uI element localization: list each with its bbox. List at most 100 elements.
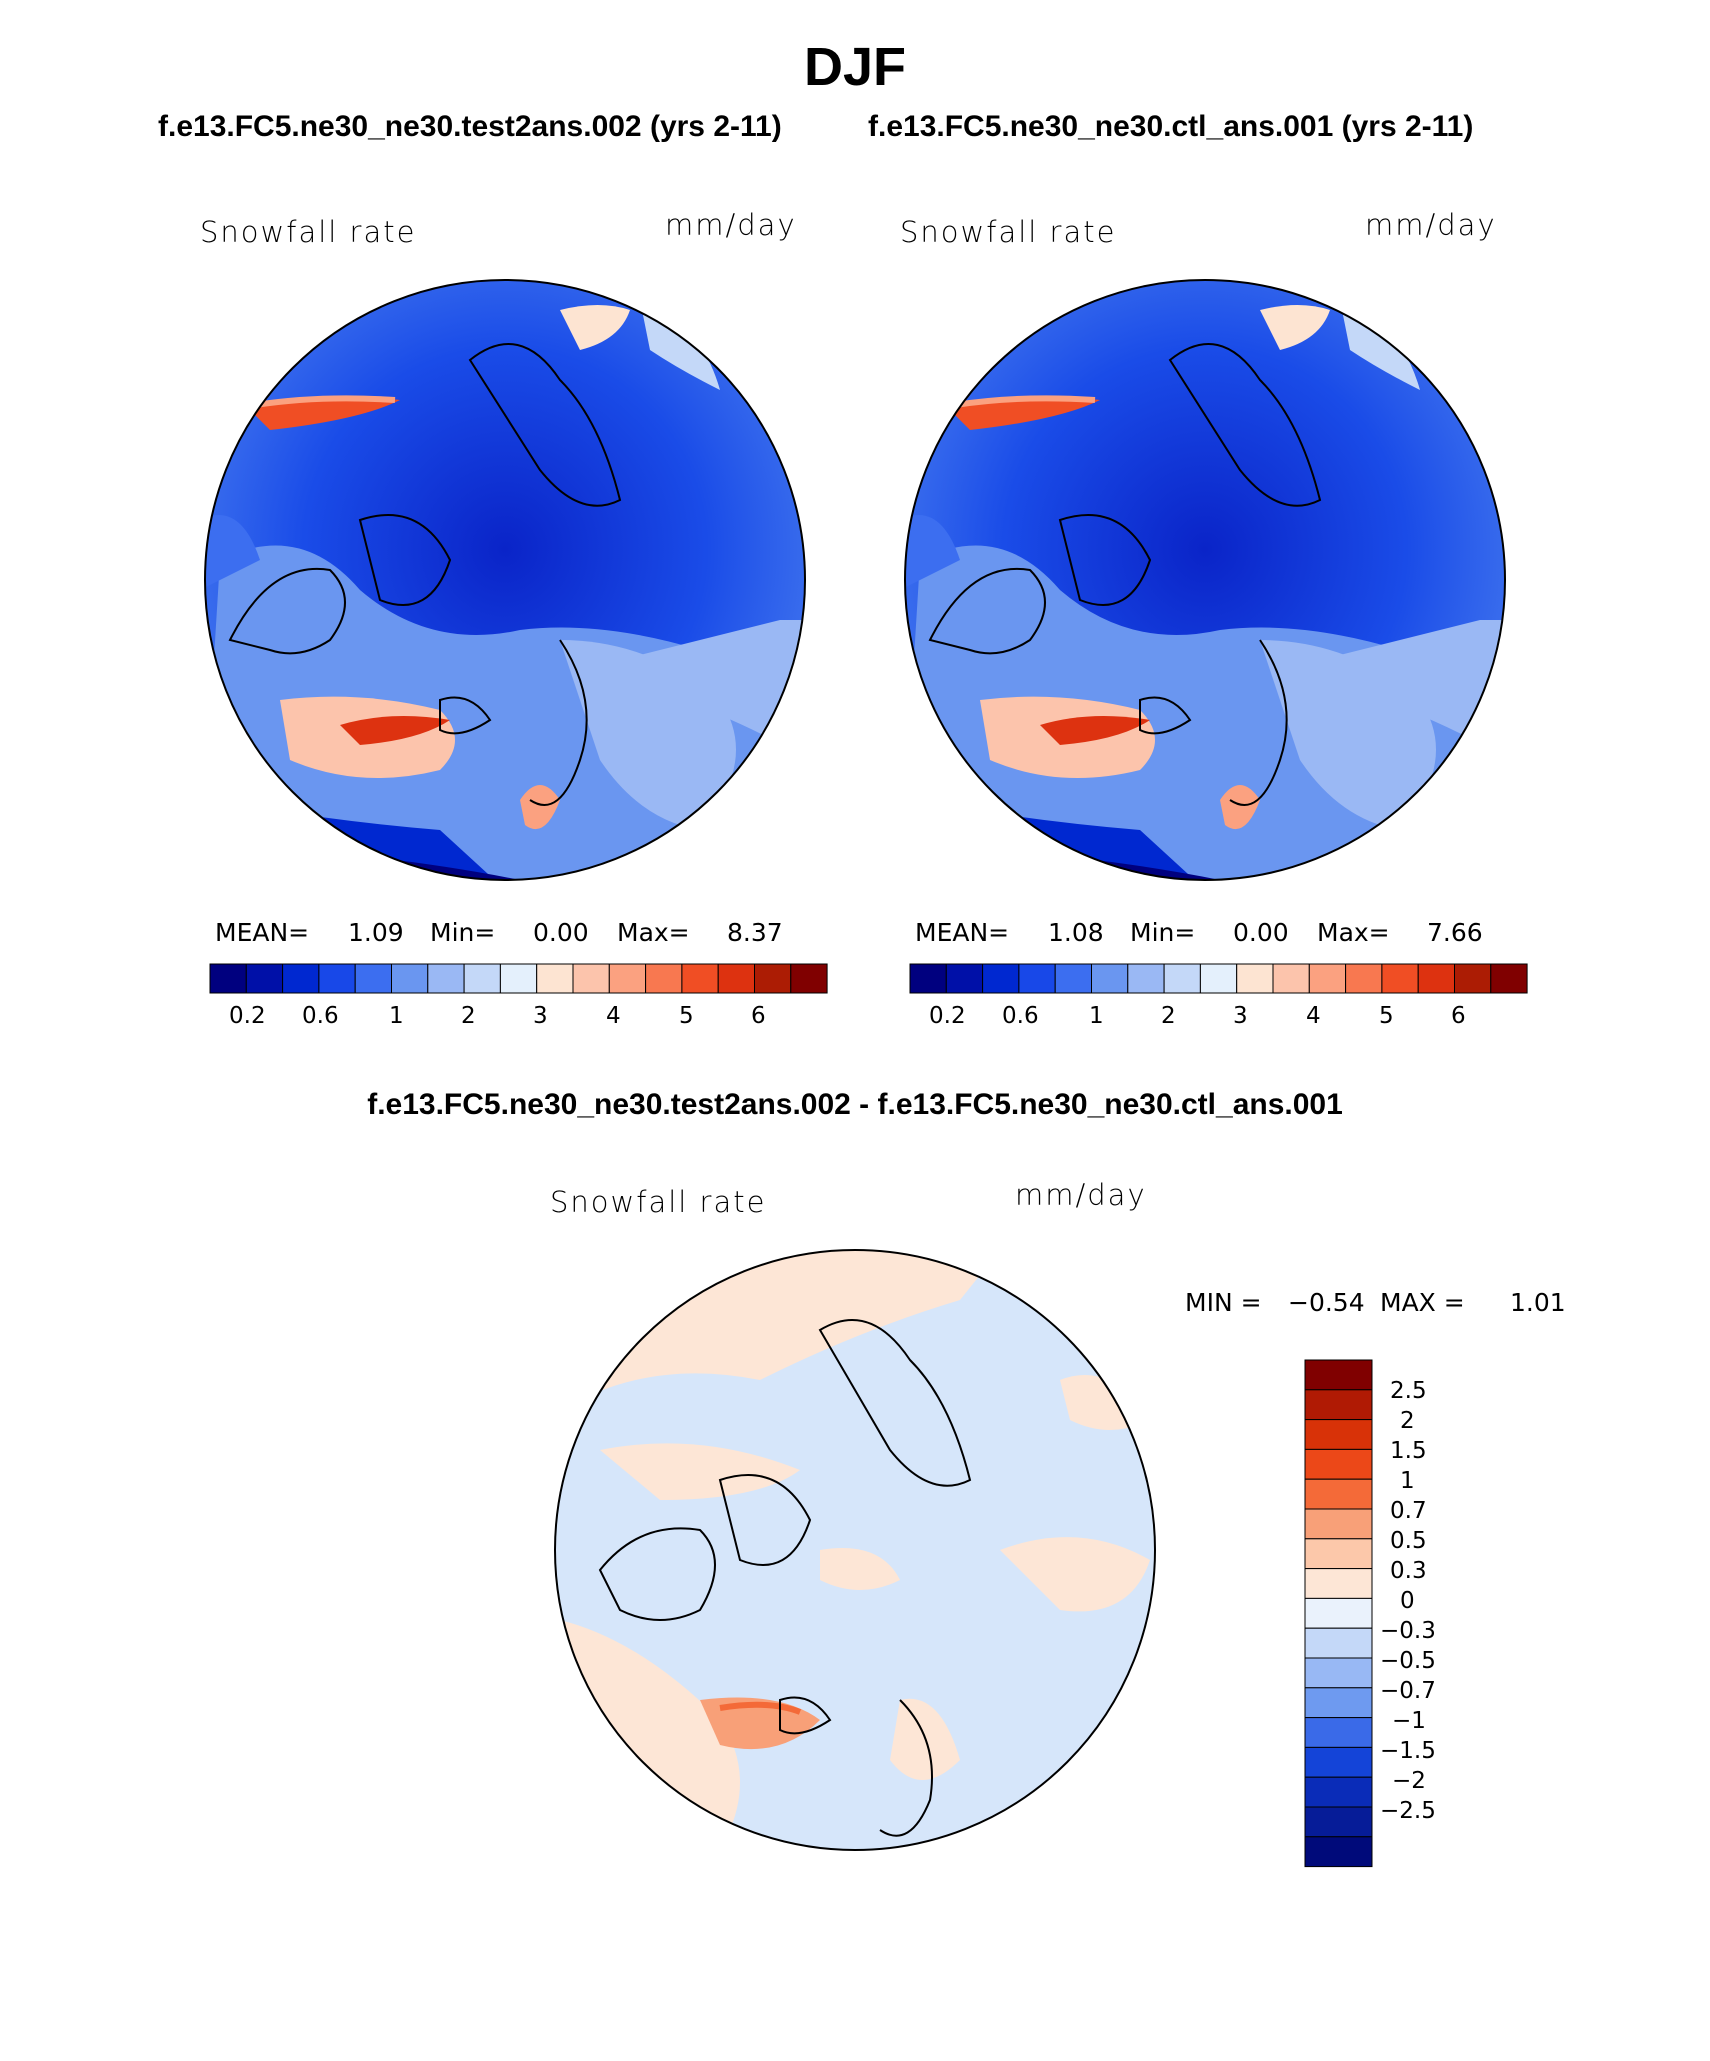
diff-max-label: MAX = xyxy=(1380,1288,1465,1317)
colorbar-tick-ctl: 5 xyxy=(1379,1003,1394,1029)
colorbar-swatch xyxy=(982,963,1020,994)
colorbar-tick-test: 6 xyxy=(751,1003,766,1029)
colorbar-swatch xyxy=(427,963,465,994)
colorbar-swatch xyxy=(318,963,356,994)
stat-min-test: 0.00 xyxy=(533,918,589,947)
diff-colorbar-tick: −2 xyxy=(1392,1768,1426,1794)
diff-colorbar-swatch xyxy=(1304,1568,1373,1599)
stat-max-label-test: Max= xyxy=(617,918,690,947)
colorbar-tick-ctl: 1 xyxy=(1089,1003,1104,1029)
diff-colorbar-swatch xyxy=(1304,1836,1373,1868)
colorbar-swatch xyxy=(354,963,393,994)
diff-colorbar-swatch xyxy=(1304,1717,1373,1748)
colorbar-swatch xyxy=(1054,963,1092,994)
units-label-test: mm/day xyxy=(665,208,797,242)
colorbar-swatch xyxy=(1127,963,1165,994)
colorbar-tick-test: 2 xyxy=(461,1003,476,1029)
diff-colorbar-swatch xyxy=(1304,1597,1373,1629)
colorbar-swatch xyxy=(790,963,828,994)
colorbar-swatch xyxy=(1091,963,1129,994)
stat-max-test: 8.37 xyxy=(727,918,783,947)
panel-heading-ctl: f.e13.FC5.ne30_ne30.ctl_ans.001 (yrs 2-1… xyxy=(868,110,1474,143)
diff-colorbar-swatch xyxy=(1304,1508,1373,1540)
colorbar-swatch xyxy=(1381,963,1419,994)
colorbar-swatch xyxy=(1236,963,1274,994)
variable-label-test: Snowfall rate xyxy=(200,215,417,249)
diff-colorbar-tick: 0 xyxy=(1400,1588,1415,1614)
diff-colorbar-swatch xyxy=(1304,1448,1373,1480)
units-label-ctl: mm/day xyxy=(1365,208,1497,242)
colorbar-swatch xyxy=(909,963,947,994)
colorbar-swatch xyxy=(499,963,538,994)
colorbar-swatch xyxy=(1163,963,1201,994)
stat-mean-test: 1.09 xyxy=(348,918,404,947)
colorbar-swatch xyxy=(209,963,247,994)
diff-colorbar-tick: −0.3 xyxy=(1380,1618,1436,1644)
stat-min-label-ctl: Min= xyxy=(1130,918,1196,947)
colorbar-swatch xyxy=(1417,963,1455,994)
diff-colorbar-tick: 0.7 xyxy=(1390,1498,1427,1524)
panel-heading-test: f.e13.FC5.ne30_ne30.test2ans.002 (yrs 2-… xyxy=(158,110,782,143)
units-label-difference: mm/day xyxy=(1015,1178,1147,1212)
diff-min-value: −0.54 xyxy=(1288,1288,1365,1317)
colorbar-swatch xyxy=(463,963,501,994)
colorbar-tick-ctl: 0.6 xyxy=(1002,1003,1039,1029)
colorbar-swatch xyxy=(536,963,574,994)
colorbar-swatch xyxy=(1199,963,1238,994)
diff-colorbar-swatch xyxy=(1304,1627,1373,1659)
diff-colorbar-swatch xyxy=(1304,1538,1373,1570)
diff-colorbar-swatch xyxy=(1304,1746,1373,1778)
diff-colorbar-tick: 0.5 xyxy=(1390,1528,1427,1554)
diff-colorbar-tick: 1 xyxy=(1400,1468,1415,1494)
colorbar-swatch xyxy=(245,963,284,994)
stat-min-ctl: 0.00 xyxy=(1233,918,1289,947)
colorbar-swatch xyxy=(717,963,756,994)
colorbar-swatch xyxy=(1018,963,1056,994)
colorbar-tick-ctl: 3 xyxy=(1233,1003,1248,1029)
colorbar-swatch xyxy=(572,963,610,994)
diff-colorbar-tick: 1.5 xyxy=(1390,1438,1427,1464)
colorbar-swatch xyxy=(945,963,984,994)
stat-max-label-ctl: Max= xyxy=(1317,918,1390,947)
diff-colorbar-tick: −1.5 xyxy=(1380,1738,1436,1764)
variable-label-difference: Snowfall rate xyxy=(550,1185,767,1219)
colorbar-difference xyxy=(1304,1359,1373,1868)
diff-colorbar-tick: −0.7 xyxy=(1380,1678,1436,1704)
snowfall-map-test xyxy=(205,280,805,880)
colorbar-swatch xyxy=(1454,963,1492,994)
diff-colorbar-tick: −1 xyxy=(1392,1708,1426,1734)
colorbar-swatch xyxy=(282,963,320,994)
colorbar-swatch xyxy=(681,963,719,994)
colorbar-swatch xyxy=(1272,963,1310,994)
diff-colorbar-swatch xyxy=(1304,1776,1373,1808)
diff-colorbar-swatch xyxy=(1304,1359,1373,1391)
diff-colorbar-tick: 2 xyxy=(1400,1408,1415,1434)
stat-min-label-test: Min= xyxy=(430,918,496,947)
diff-min-label: MIN = xyxy=(1185,1288,1262,1317)
colorbar-tick-test: 0.6 xyxy=(302,1003,339,1029)
stat-mean-label-test: MEAN= xyxy=(215,918,310,947)
colorbar-swatch xyxy=(608,963,647,994)
coastlines xyxy=(228,343,1322,1837)
colorbar-tick-test: 3 xyxy=(533,1003,548,1029)
colorbar-tick-ctl: 2 xyxy=(1161,1003,1176,1029)
diff-colorbar-swatch xyxy=(1304,1687,1373,1719)
snowfall-difference-map xyxy=(555,1250,1155,1850)
diff-colorbar-tick: 2.5 xyxy=(1390,1378,1427,1404)
stat-max-ctl: 7.66 xyxy=(1427,918,1483,947)
colorbar-tick-test: 5 xyxy=(679,1003,694,1029)
colorbar-swatch xyxy=(391,963,429,994)
diff-colorbar-tick: −2.5 xyxy=(1380,1798,1436,1824)
colorbar-swatch xyxy=(1308,963,1347,994)
colorbar-swatch xyxy=(645,963,683,994)
diff-colorbar-tick: 0.3 xyxy=(1390,1558,1427,1584)
diff-colorbar-swatch xyxy=(1304,1478,1373,1510)
snowfall-map-ctl xyxy=(905,280,1505,880)
colorbar-tick-test: 0.2 xyxy=(229,1003,266,1029)
diff-colorbar-tick: −0.5 xyxy=(1380,1648,1436,1674)
main-title: DJF xyxy=(803,37,906,97)
colorbar-ctl xyxy=(909,963,1528,994)
diff-colorbar-swatch xyxy=(1304,1389,1373,1421)
diff-colorbar-swatch xyxy=(1304,1806,1373,1838)
